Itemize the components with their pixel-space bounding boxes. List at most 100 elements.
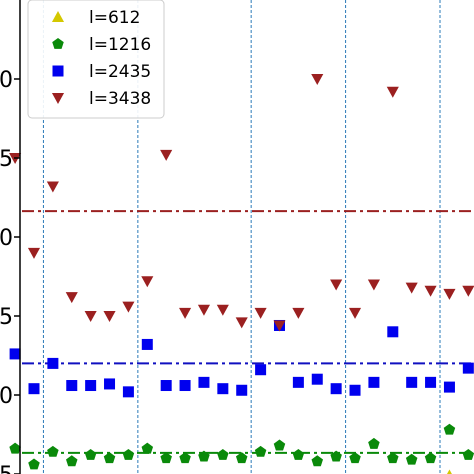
- legend-label: l=3438: [89, 89, 151, 109]
- data-point: [273, 320, 286, 332]
- data-point: [311, 455, 324, 467]
- legend-box: [27, 0, 165, 119]
- legend-marker: [51, 93, 65, 105]
- data-point: [65, 292, 78, 304]
- data-point: [446, 469, 452, 474]
- data-point: [330, 450, 342, 462]
- data-point: [348, 307, 362, 319]
- data-point: [292, 376, 304, 388]
- data-point: [46, 181, 59, 193]
- legend-marker: [51, 10, 65, 22]
- data-point: [66, 455, 78, 467]
- data-point: [273, 439, 286, 451]
- data-point: [443, 288, 456, 300]
- data-point: [27, 247, 41, 259]
- data-point: [255, 364, 267, 376]
- y-tick-label: 1.5: [0, 147, 13, 172]
- data-point: [235, 452, 248, 464]
- data-point: [122, 301, 135, 313]
- data-point: [216, 304, 229, 316]
- data-point: [47, 357, 59, 369]
- data-point: [103, 452, 116, 464]
- data-point: [236, 384, 248, 396]
- data-point: [462, 448, 474, 460]
- data-point: [47, 445, 59, 457]
- data-point: [462, 362, 474, 374]
- data-point: [424, 452, 437, 464]
- legend-item: l=3438: [51, 89, 151, 109]
- data-point: [160, 452, 172, 464]
- data-point: [141, 338, 153, 350]
- legend-marker: [52, 65, 64, 77]
- data-point: [405, 282, 418, 294]
- mean-reference-lines: [22, 210, 474, 454]
- data-point: [387, 452, 399, 464]
- y-tick-label: 0.5: [0, 463, 13, 474]
- data-point: [141, 276, 154, 288]
- data-point: [406, 376, 418, 388]
- data-point: [217, 383, 229, 395]
- data-point: [311, 373, 323, 385]
- series-1: [9, 423, 474, 470]
- legend-item: l=1216: [52, 35, 151, 55]
- data-point: [292, 307, 305, 319]
- data-point: [386, 86, 399, 98]
- data-point: [349, 384, 361, 396]
- data-point: [160, 149, 173, 161]
- data-point: [254, 307, 267, 319]
- data-point: [28, 458, 40, 470]
- data-point: [160, 380, 172, 392]
- data-points: [9, 74, 474, 474]
- data-point: [349, 452, 361, 464]
- data-point: [179, 452, 191, 464]
- data-point: [405, 453, 418, 465]
- data-point: [197, 304, 211, 316]
- data-point: [387, 326, 399, 338]
- y-tick-label: 0.5: [0, 305, 13, 330]
- legend-item: l=2435: [52, 62, 151, 82]
- y-tick-label: 1.0: [0, 226, 13, 251]
- series-0: [446, 469, 452, 474]
- data-point: [254, 445, 267, 457]
- legend: l=612 l=1216 l=2435 l=3438: [27, 0, 165, 119]
- data-point: [443, 381, 455, 393]
- data-point: [368, 376, 380, 388]
- legend-marker: [52, 37, 64, 49]
- data-point: [292, 448, 305, 460]
- data-point: [217, 448, 229, 460]
- data-point: [122, 448, 135, 460]
- data-point: [424, 285, 437, 297]
- data-point: [179, 380, 191, 392]
- legend-label: l=2435: [89, 62, 151, 82]
- series-3: [9, 74, 474, 332]
- data-point: [84, 448, 97, 460]
- y-tick-label: 0.0: [0, 384, 13, 409]
- y-tick-label: 2.0: [0, 68, 13, 93]
- data-point: [9, 442, 21, 454]
- data-point: [443, 423, 456, 435]
- data-point: [28, 383, 40, 395]
- series-2: [9, 319, 474, 398]
- data-point: [9, 348, 21, 360]
- data-point: [198, 450, 210, 462]
- data-point: [84, 311, 97, 323]
- data-point: [66, 380, 78, 392]
- legend-label: l=1216: [89, 35, 151, 55]
- data-point: [330, 279, 343, 291]
- data-point: [311, 74, 324, 86]
- data-point: [330, 383, 342, 395]
- data-point: [235, 317, 248, 329]
- data-point: [104, 378, 116, 390]
- y-axis: 2.0 1.5 1.0 0.5 0.0 0.5: [0, 68, 20, 474]
- data-point: [198, 376, 210, 388]
- data-point: [103, 311, 116, 323]
- vertical-separator-lines: [42, 0, 441, 474]
- data-point: [425, 376, 437, 388]
- data-point: [179, 307, 192, 319]
- data-point: [122, 386, 134, 398]
- data-point: [368, 437, 380, 449]
- data-point: [141, 442, 154, 454]
- data-point: [367, 279, 380, 291]
- legend-label: l=612: [89, 8, 140, 28]
